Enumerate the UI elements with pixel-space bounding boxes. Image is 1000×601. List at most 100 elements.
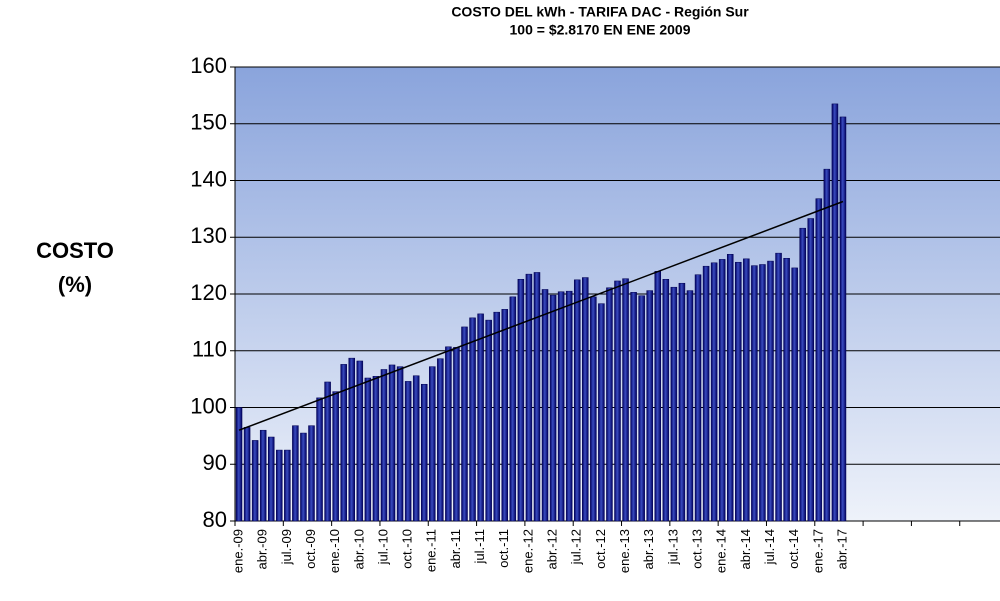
y-tick-label: 120: [190, 280, 227, 305]
bar: [284, 449, 291, 522]
bar: [316, 397, 323, 522]
x-tick-label: abr.-09: [255, 529, 270, 569]
bar: [590, 296, 597, 522]
bar: [775, 252, 782, 522]
bar: [485, 319, 492, 522]
y-tick-label: 160: [190, 53, 227, 78]
y-tick-label: 130: [190, 223, 227, 248]
bar: [702, 265, 710, 522]
x-tick-label: ene.-09: [230, 529, 245, 573]
bar: [461, 326, 468, 522]
bar: [404, 381, 412, 522]
bar: [453, 347, 460, 522]
bar: [429, 366, 436, 522]
bar: [743, 258, 750, 522]
bar: [686, 290, 694, 522]
bar: [614, 280, 621, 522]
bar: [662, 278, 670, 522]
x-tick-label: jul.-10: [375, 529, 390, 565]
x-tick-label: abr.-14: [738, 529, 753, 569]
bar: [735, 261, 742, 522]
x-tick-label: jul.-11: [472, 529, 487, 564]
bar: [348, 357, 356, 522]
bar: [340, 364, 347, 522]
bar: [557, 291, 565, 522]
chart-title: COSTO DEL kWh - TARIFA DAC - Región Sur: [451, 4, 749, 20]
bar: [694, 274, 702, 522]
x-tick-label: ene.-12: [520, 529, 535, 573]
bar: [831, 103, 839, 522]
bar: [807, 218, 815, 522]
bar: [469, 317, 476, 522]
bar: [678, 282, 686, 522]
x-tick-label: ene.-14: [714, 529, 729, 573]
y-tick-label: 100: [190, 393, 227, 418]
bar: [606, 287, 613, 522]
bar: [549, 294, 557, 522]
bar: [324, 381, 331, 522]
bar: [372, 376, 380, 522]
bar: [300, 432, 307, 522]
bar: [308, 425, 315, 522]
bar: [710, 262, 718, 522]
x-tick-label: abr.-12: [545, 529, 560, 569]
bar: [670, 286, 678, 522]
bar: [292, 425, 299, 522]
bar: [646, 290, 653, 522]
bar: [598, 303, 605, 522]
bar: [767, 260, 774, 522]
bar: [791, 267, 798, 522]
bar: [251, 440, 259, 522]
bar: [565, 290, 573, 522]
y-tick-label: 80: [203, 507, 227, 532]
bar: [541, 289, 549, 522]
bar: [799, 227, 806, 522]
bar: [412, 375, 420, 522]
bar: [573, 279, 581, 522]
bar: [356, 360, 364, 522]
x-tick-label: jul.-09: [279, 529, 294, 565]
x-tick-label: abr.-13: [641, 529, 656, 569]
bar: [718, 259, 726, 522]
y-tick-label: 110: [192, 337, 227, 362]
x-tick-label: jul.-13: [665, 529, 680, 565]
x-tick-label: ene.-11: [424, 529, 439, 572]
bar: [445, 346, 452, 522]
bar: [509, 296, 517, 522]
bar: [388, 364, 396, 522]
bar: [622, 278, 629, 522]
y-tick-label: 150: [190, 110, 227, 135]
bar: [525, 273, 533, 522]
chart-subtitle: 100 = $2.8170 EN ENE 2009: [510, 22, 691, 38]
y-axis-label: COSTO: [36, 238, 114, 263]
bar: [396, 366, 404, 522]
x-tick-label: jul.-14: [762, 529, 777, 565]
bar: [235, 407, 243, 522]
bar: [815, 198, 823, 522]
bar: [332, 391, 339, 522]
bar: [259, 429, 267, 522]
bar: [267, 436, 275, 522]
bar: [243, 427, 251, 522]
x-tick-label: oct.-09: [303, 529, 318, 569]
bar: [380, 369, 388, 522]
bar: [582, 277, 589, 522]
bar: [517, 278, 525, 522]
bar: [276, 449, 283, 522]
bar: [726, 254, 734, 522]
x-tick-label: ene.-13: [617, 529, 632, 573]
x-tick-label: oct.-13: [689, 529, 704, 569]
bar: [533, 272, 541, 522]
bar: [751, 265, 758, 522]
bar: [638, 295, 645, 522]
y-tick-label: 140: [190, 166, 227, 191]
trendline: [238, 200, 844, 431]
bar: [759, 264, 766, 522]
bar: [364, 377, 372, 522]
y-axis-label: (%): [58, 272, 92, 297]
bar: [477, 313, 484, 522]
bar: [420, 383, 428, 522]
x-tick-label: oct.-11: [496, 529, 511, 568]
x-tick-label: abr.-11: [448, 529, 463, 569]
